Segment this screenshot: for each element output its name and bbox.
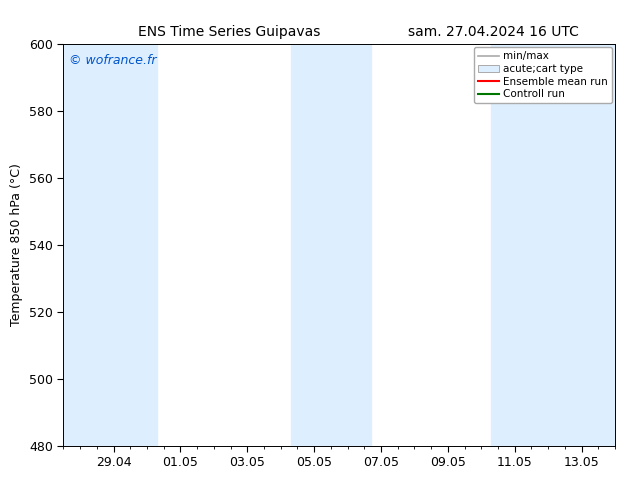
- Text: sam. 27.04.2024 16 UTC: sam. 27.04.2024 16 UTC: [408, 25, 579, 39]
- Y-axis label: Temperature 850 hPa (°C): Temperature 850 hPa (°C): [10, 164, 23, 326]
- Text: © wofrance.fr: © wofrance.fr: [69, 54, 157, 67]
- Bar: [491, 44, 615, 446]
- Bar: [63, 44, 157, 446]
- Text: ENS Time Series Guipavas: ENS Time Series Guipavas: [138, 25, 320, 39]
- Bar: [291, 44, 371, 446]
- Legend: min/max, acute;cart type, Ensemble mean run, Controll run: min/max, acute;cart type, Ensemble mean …: [474, 47, 612, 103]
